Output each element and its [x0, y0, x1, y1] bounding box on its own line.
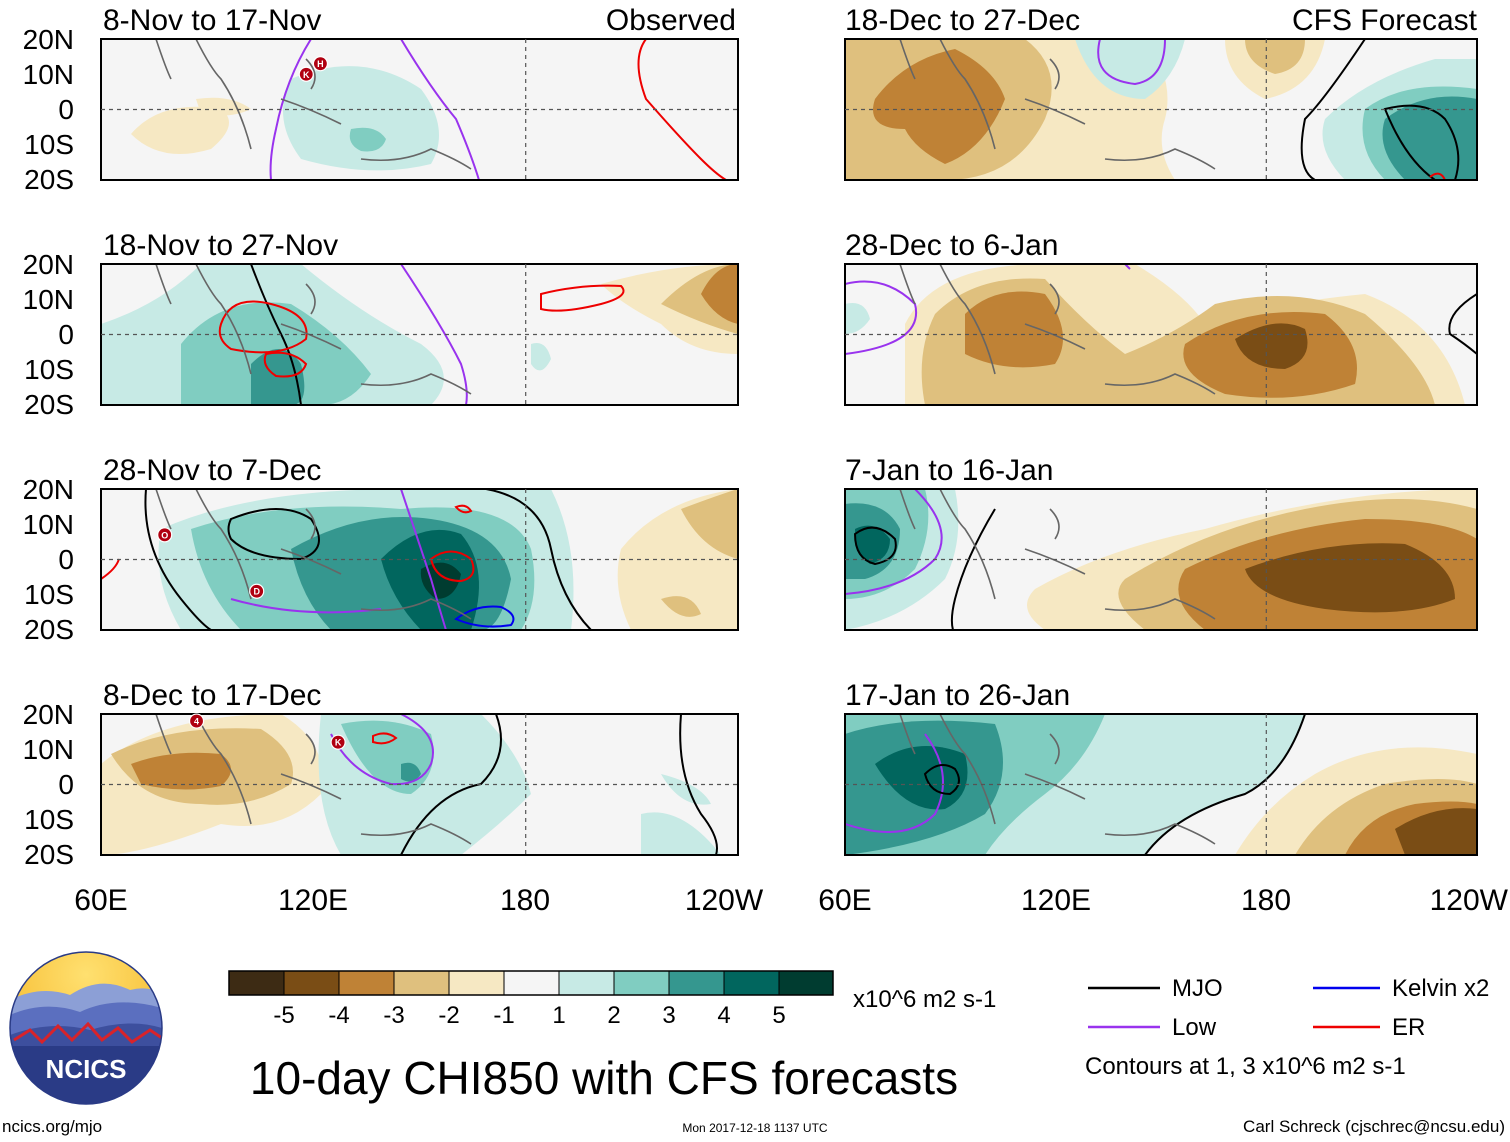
- contours-note: Contours at 1, 3 x10^6 m2 s-1: [1085, 1053, 1406, 1080]
- lat-label: 20N: [23, 249, 74, 280]
- panel-title-p5: 18-Dec to 27-Dec: [845, 4, 1080, 37]
- lat-label: 20S: [24, 164, 74, 195]
- panel-title-p3: 28-Nov to 7-Dec: [103, 454, 321, 487]
- lat-label: 10S: [24, 804, 74, 835]
- lat-label: 20S: [24, 614, 74, 645]
- colorbar-tick: -4: [328, 1002, 349, 1029]
- lon-label: 180: [500, 884, 550, 917]
- map-panel-p1: [100, 38, 739, 181]
- lat-label: 0: [58, 319, 74, 350]
- storm-label: 4: [194, 717, 199, 727]
- colorbar-tick: -3: [383, 1002, 404, 1029]
- lat-label: 20N: [23, 474, 74, 505]
- storm-marker: O: [157, 527, 173, 543]
- colorbar-tick: 2: [607, 1002, 620, 1029]
- contour-legend: MJO Kelvin x2 Low ER Contours at 1, 3 x1…: [1085, 975, 1489, 1080]
- panel-title-p7: 7-Jan to 16-Jan: [845, 454, 1053, 487]
- legend-mjo: MJO: [1172, 975, 1223, 1002]
- map-panel-p7: [844, 488, 1478, 631]
- lat-label: 10N: [23, 59, 74, 90]
- lat-label: 10N: [23, 284, 74, 315]
- colorbar-swatch: [284, 971, 339, 995]
- colorbar-tick: -2: [438, 1002, 459, 1029]
- storm-marker: 4: [188, 713, 205, 729]
- lon-label: 60E: [818, 884, 871, 917]
- colorbar-tick: 1: [552, 1002, 565, 1029]
- lat-label: 10S: [24, 129, 74, 160]
- logo-text: NCICS: [46, 1054, 127, 1084]
- storm-marker: D: [249, 583, 265, 599]
- lat-label: 20S: [24, 839, 74, 870]
- colorbar-swatch: [394, 971, 449, 995]
- lon-label: 120W: [685, 884, 764, 917]
- lat-label: 10S: [24, 354, 74, 385]
- panel-title-p1: 8-Nov to 17-Nov: [103, 4, 321, 37]
- colorbar-swatch: [229, 971, 284, 995]
- colorbar-tick: 4: [717, 1002, 730, 1029]
- lat-label: 20N: [23, 24, 74, 55]
- colorbar-swatch: [779, 971, 833, 995]
- map-panel-p6: [844, 263, 1478, 406]
- storm-label: O: [161, 530, 168, 540]
- footer-site: ncics.org/mjo: [2, 1117, 102, 1136]
- panel-title-p4: 8-Dec to 17-Dec: [103, 679, 321, 712]
- colorbar-swatch: [449, 971, 504, 995]
- colorbar-swatch: [724, 971, 779, 995]
- map-panel-p4: [100, 713, 739, 856]
- panel-title-p6: 28-Dec to 6-Jan: [845, 229, 1058, 262]
- map-panel-p8: [844, 713, 1478, 856]
- lon-labels: 60E 120E 180 120W 60E 120E 180 120W: [74, 884, 1508, 917]
- colorbar-swatch: [559, 971, 614, 995]
- colorbar-tick: 5: [772, 1002, 785, 1029]
- ncics-logo: NCICS: [9, 951, 163, 1105]
- storm-label: H: [317, 59, 324, 69]
- map-panel-p3: [100, 488, 739, 631]
- colorbar-swatch: [504, 971, 559, 995]
- storm-label: K: [335, 738, 342, 748]
- panel-tag-observed: Observed: [606, 4, 736, 37]
- panel-title-p8: 17-Jan to 26-Jan: [845, 679, 1070, 712]
- lat-label: 20N: [23, 699, 74, 730]
- colorbar-tick: -5: [273, 1002, 294, 1029]
- colorbar-swatch: [614, 971, 669, 995]
- lat-label: 10S: [24, 579, 74, 610]
- storm-label: D: [253, 587, 260, 597]
- lat-label: 20S: [24, 389, 74, 420]
- map-panel-p2: [100, 263, 739, 406]
- map-panel-p5: [844, 38, 1478, 181]
- lon-label: 180: [1241, 884, 1291, 917]
- main-title: 10-day CHI850 with CFS forecasts: [250, 1052, 958, 1104]
- storm-marker: H: [312, 56, 329, 72]
- storm-marker: K: [330, 734, 346, 750]
- footer-timestamp: Mon 2017-12-18 1137 UTC: [682, 1121, 828, 1135]
- colorbar-units: x10^6 m2 s-1: [853, 986, 996, 1013]
- panel-tag-forecast: CFS Forecast: [1292, 4, 1478, 37]
- colorbar-swatch: [669, 971, 724, 995]
- storm-label: K: [303, 70, 310, 80]
- colorbar: -5 -4 -3 -2 -1 1 2 3 4 5 x10^6 m2 s-1: [228, 970, 996, 1029]
- lat-labels: 20N 10N 0 10S 20S 20N 10N 0 10S 20S 20N …: [23, 24, 74, 870]
- panel-title-p2: 18-Nov to 27-Nov: [103, 229, 338, 262]
- colorbar-swatch: [339, 971, 394, 995]
- lon-label: 120E: [1021, 884, 1091, 917]
- lon-label: 60E: [74, 884, 127, 917]
- footer-author: Carl Schreck (cjschrec@ncsu.edu): [1243, 1117, 1505, 1136]
- lat-label: 0: [58, 769, 74, 800]
- lat-label: 10N: [23, 734, 74, 765]
- legend-er: ER: [1392, 1014, 1425, 1041]
- lat-label: 0: [58, 544, 74, 575]
- legend-low: Low: [1172, 1014, 1217, 1041]
- colorbar-tick: 3: [662, 1002, 675, 1029]
- lon-label: 120W: [1430, 884, 1509, 917]
- storm-marker: K: [298, 66, 314, 82]
- colorbar-tick: -1: [493, 1002, 514, 1029]
- lat-label: 0: [58, 94, 74, 125]
- lon-label: 120E: [278, 884, 348, 917]
- lat-label: 10N: [23, 509, 74, 540]
- legend-kelvin: Kelvin x2: [1392, 975, 1489, 1002]
